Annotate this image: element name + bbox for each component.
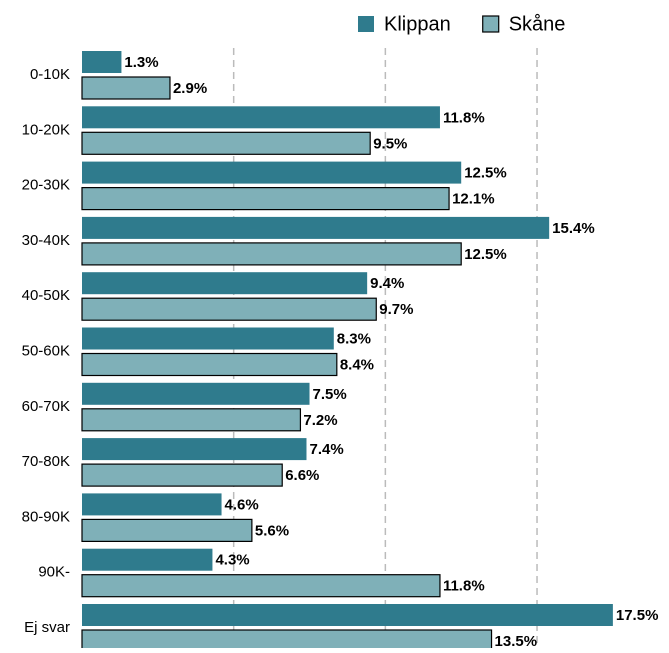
bar bbox=[81, 408, 302, 432]
bar bbox=[81, 131, 371, 155]
bar bbox=[82, 51, 122, 73]
category-label: 70-80K bbox=[22, 453, 70, 470]
legend-swatch bbox=[358, 16, 374, 32]
bar bbox=[82, 438, 307, 461]
bar bbox=[82, 106, 440, 129]
value-label: 6.6% bbox=[285, 467, 319, 484]
bar bbox=[81, 574, 441, 598]
legend-label: Klippan bbox=[384, 13, 451, 35]
value-label: 8.3% bbox=[337, 330, 371, 347]
bar bbox=[81, 352, 338, 377]
value-label: 7.2% bbox=[303, 412, 337, 429]
bar bbox=[81, 187, 450, 211]
bar bbox=[82, 604, 613, 626]
bar bbox=[82, 493, 222, 516]
value-label: 7.4% bbox=[309, 441, 343, 458]
bar bbox=[81, 76, 171, 100]
value-label: 2.9% bbox=[173, 80, 207, 97]
value-label: 13.5% bbox=[495, 633, 538, 648]
category-label: 60-70K bbox=[22, 398, 70, 415]
bar bbox=[82, 272, 368, 295]
value-label: 9.4% bbox=[370, 275, 404, 292]
bar bbox=[82, 382, 310, 405]
value-label: 1.3% bbox=[124, 54, 158, 71]
value-label: 11.8% bbox=[443, 109, 485, 126]
category-label: 20-30K bbox=[22, 177, 70, 194]
value-label: 8.4% bbox=[340, 356, 374, 373]
bar bbox=[81, 463, 283, 487]
bar bbox=[81, 297, 377, 321]
value-label: 11.8% bbox=[443, 578, 485, 595]
bar bbox=[81, 242, 462, 266]
value-label: 12.5% bbox=[464, 165, 507, 182]
value-label: 9.5% bbox=[373, 135, 407, 152]
category-label: 90K- bbox=[38, 564, 70, 581]
value-label: 7.5% bbox=[313, 386, 347, 403]
value-label: 4.3% bbox=[215, 552, 249, 569]
bar bbox=[82, 327, 334, 350]
value-label: 12.5% bbox=[464, 246, 507, 263]
category-label: 40-50K bbox=[22, 287, 70, 304]
value-label: 4.6% bbox=[225, 496, 259, 513]
category-label: Ej svar bbox=[24, 619, 70, 636]
bar bbox=[82, 216, 550, 239]
bar bbox=[82, 548, 213, 571]
value-label: 9.7% bbox=[379, 301, 413, 318]
bar bbox=[81, 518, 253, 543]
bar bbox=[81, 629, 493, 653]
value-label: 5.6% bbox=[255, 522, 289, 539]
category-label: 0-10K bbox=[30, 66, 70, 83]
category-label: 10-20K bbox=[22, 121, 70, 138]
bar bbox=[82, 161, 462, 184]
category-label: 50-60K bbox=[22, 342, 70, 359]
legend-label: Skåne bbox=[509, 13, 566, 35]
category-label: 80-90K bbox=[22, 508, 70, 525]
value-label: 17.5% bbox=[616, 607, 659, 624]
value-label: 12.1% bbox=[452, 191, 495, 208]
category-label: 30-40K bbox=[22, 232, 70, 249]
value-label: 15.4% bbox=[552, 220, 595, 237]
legend-swatch bbox=[482, 15, 500, 33]
